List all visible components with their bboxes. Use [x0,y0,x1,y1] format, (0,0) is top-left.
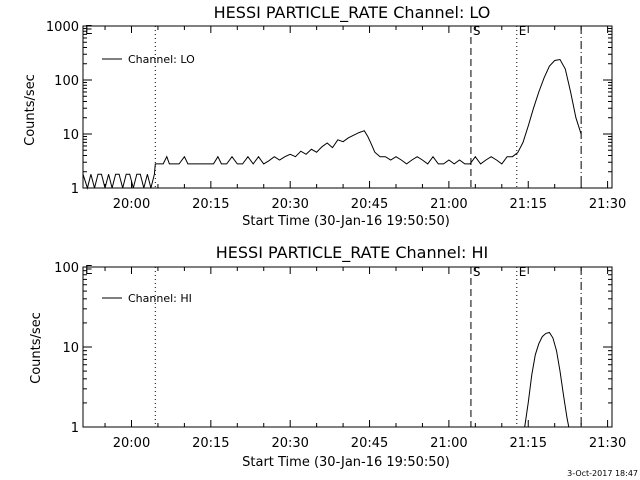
x-tick-label-lo: 20:45 [351,197,388,212]
time-marker-label-lo: S [473,24,481,38]
corner-label-hi: E [85,263,93,277]
legend-label-lo: Channel: LO [128,53,195,66]
chart-title-hi: HESSI PARTICLE_RATE Channel: HI [216,243,489,263]
chart-title-lo: HESSI PARTICLE_RATE Channel: LO [214,3,491,23]
x-tick-label-hi: 21:15 [510,436,547,451]
plot-frame-hi [82,266,613,428]
x-axis-label-lo: Start Time (30-Jan-16 19:50:50) [242,214,450,229]
x-tick-label-hi: 20:15 [192,436,229,451]
y-tick-label-lo: 10 [62,128,79,143]
y-tick-label-lo: 1 [71,182,79,197]
y-tick-label-hi: 100 [54,261,79,276]
y-axis-label-lo: Counts/sec [23,74,38,146]
plot-frame-lo [82,25,613,189]
y-tick-label-lo: 100 [54,74,79,89]
series-line-lo [82,58,582,190]
footer-timestamp: 3-Oct-2017 18:47 [567,469,638,478]
time-marker-label-hi: E [519,265,527,279]
x-tick-label-hi: 21:30 [589,436,626,451]
legend-label-hi: Channel: HI [128,292,192,305]
x-tick-label-lo: 20:15 [192,197,229,212]
time-marker-label-hi: S [473,265,481,279]
x-axis-label-hi: Start Time (30-Jan-16 19:50:50) [242,455,450,470]
x-tick-label-hi: 20:00 [113,436,150,451]
x-tick-label-lo: 21:00 [430,197,467,212]
x-tick-label-hi: 21:00 [430,436,467,451]
x-tick-label-lo: 21:15 [510,197,547,212]
corner-label-lo: E [85,23,93,37]
x-tick-label-hi: 20:30 [271,436,308,451]
x-tick-label-lo: 21:30 [589,197,626,212]
x-tick-label-hi: 20:45 [351,436,388,451]
y-tick-label-lo: 1000 [46,20,79,35]
y-tick-label-hi: 10 [62,341,79,356]
y-axis-label-hi: Counts/sec [29,312,44,384]
y-tick-label-hi: 1 [71,421,79,436]
time-marker-label-lo: E [519,24,527,38]
x-tick-label-lo: 20:00 [113,197,150,212]
x-tick-label-lo: 20:30 [271,197,308,212]
series-line-hi [524,331,570,428]
